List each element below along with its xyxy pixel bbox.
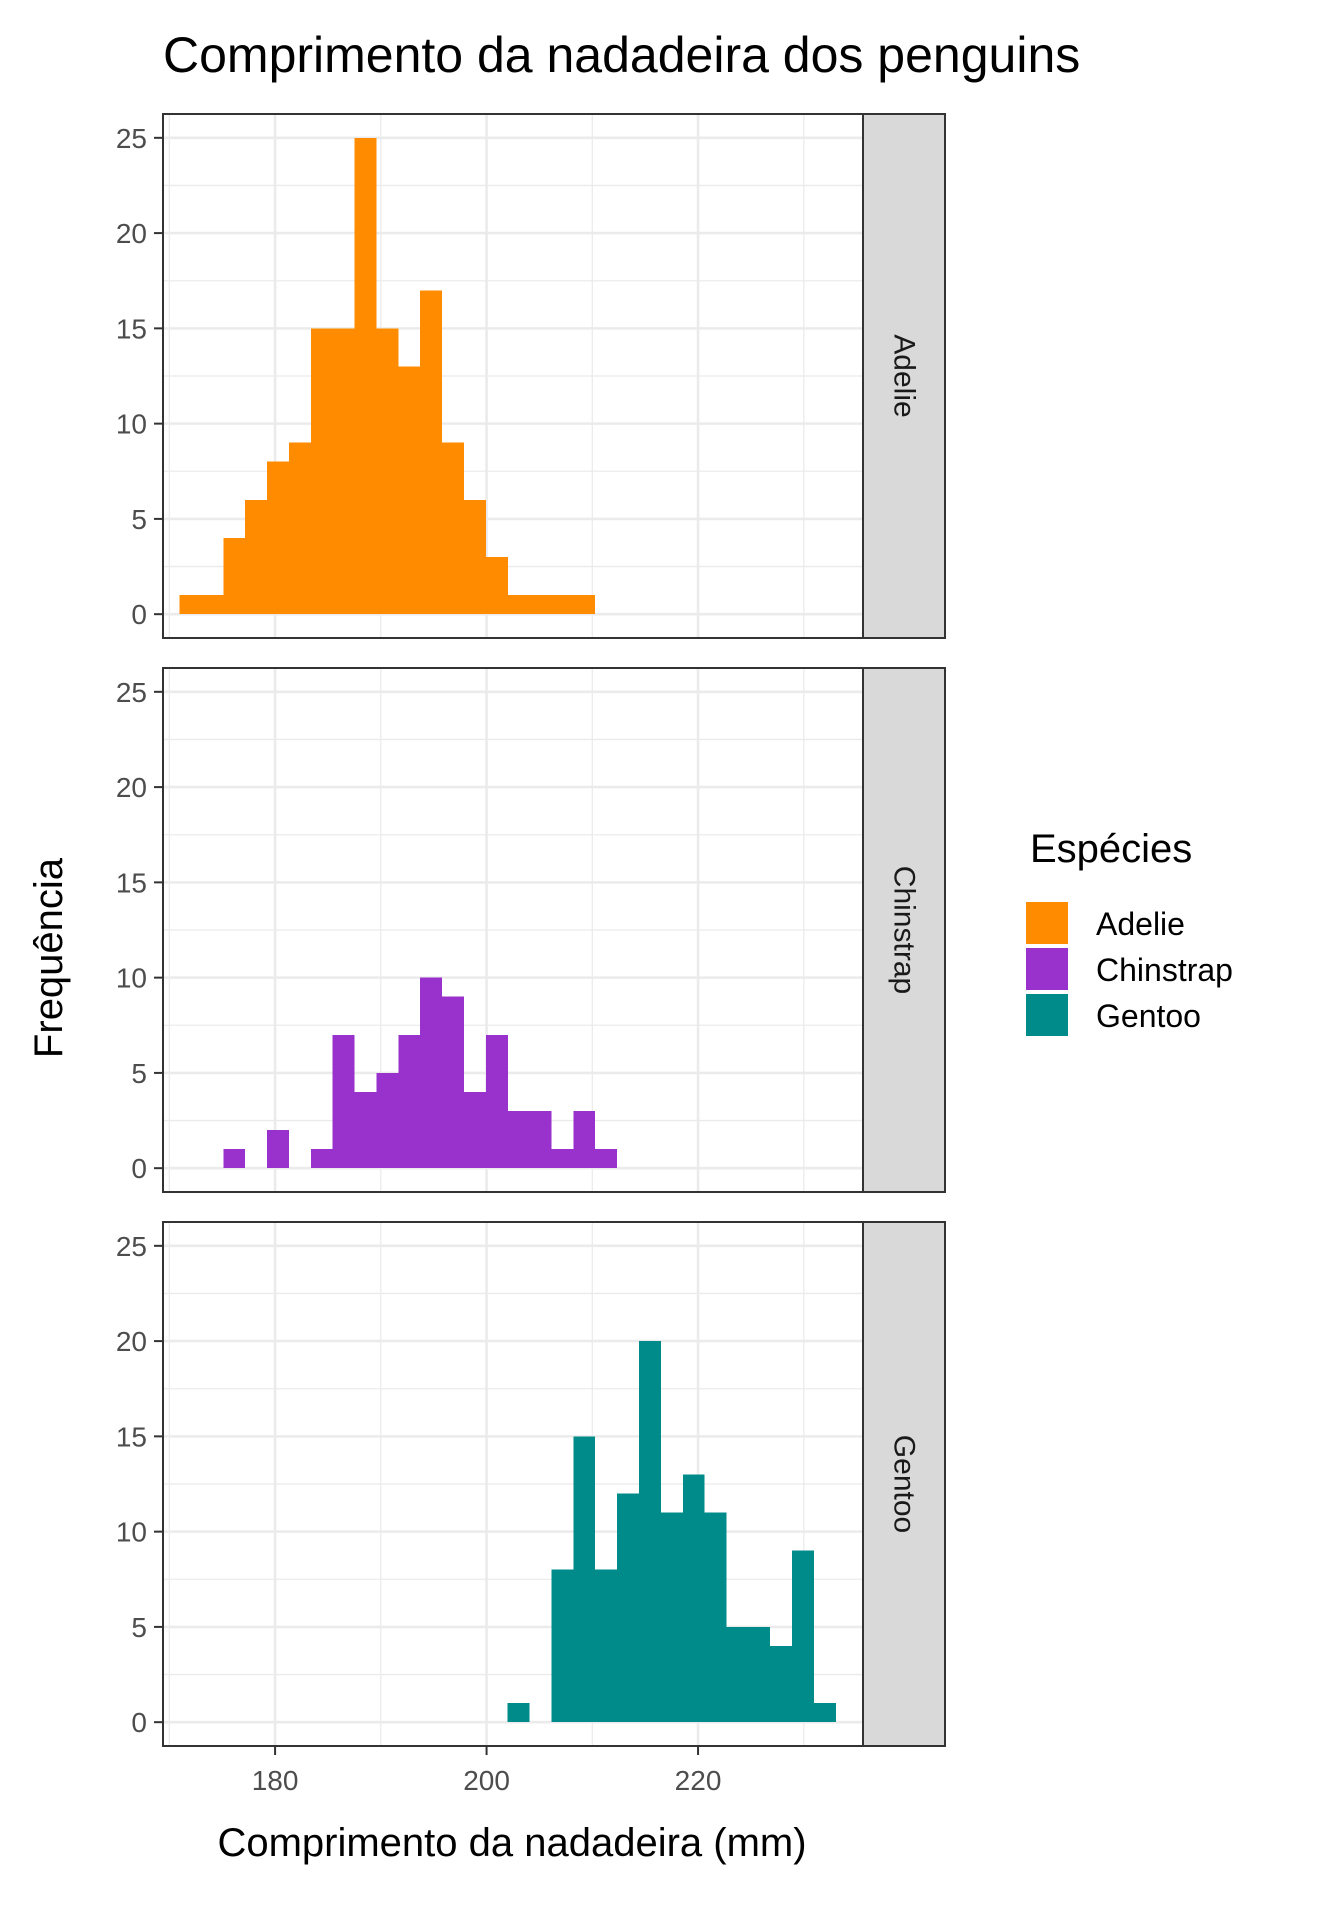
facet-strip-label: Adelie: [888, 334, 921, 417]
legend-swatch: [1026, 902, 1068, 944]
histogram-bar: [310, 328, 333, 615]
histogram-bar: [573, 1111, 596, 1169]
histogram-bar: [595, 1569, 618, 1723]
histogram-bar: [551, 595, 574, 615]
histogram-bar: [420, 977, 443, 1169]
facet-panel-adelie: 0 5 10 15 20 25 Adelie: [116, 113, 946, 639]
legend-swatch: [1026, 994, 1068, 1036]
histogram-bar: [507, 1703, 530, 1723]
legend-label: Adelie: [1096, 906, 1185, 942]
histogram-bar: [551, 1149, 574, 1169]
facet-strip: [862, 1221, 946, 1747]
facet-panel-chinstrap: 0 5 10 15 20 25 Chinstrap: [116, 667, 946, 1193]
histogram-bar: [617, 1493, 639, 1723]
chart-title: Comprimento da nadadeira dos penguins: [163, 27, 1080, 83]
x-tick-label: 220: [675, 1765, 722, 1796]
histogram-bar: [267, 461, 289, 615]
x-axis-title: Comprimento da nadadeira (mm): [217, 1821, 806, 1865]
x-tick-label: 180: [252, 1765, 299, 1796]
histogram-bar: [332, 328, 355, 615]
histogram-bar: [376, 328, 399, 615]
histogram-bar: [354, 1091, 377, 1169]
y-tick-label: 25: [116, 123, 147, 154]
facet-panels: 0 5 10 15 20 25 Adelie 0 5 10 15 20 25 Chinstrap 0 5 10 1…: [116, 113, 946, 1747]
y-tick-label: 15: [116, 867, 147, 898]
y-tick-label: 5: [131, 1058, 147, 1089]
histogram-bar: [442, 442, 464, 615]
histogram-bar: [704, 1512, 727, 1723]
y-tick-label: 5: [131, 504, 147, 535]
legend-label: Chinstrap: [1096, 952, 1233, 988]
legend-item-adelie: Adelie: [1026, 902, 1185, 944]
histogram-bar: [398, 366, 421, 615]
y-tick-label: 10: [116, 963, 147, 994]
histogram-bar: [551, 1569, 574, 1723]
legend-label: Gentoo: [1096, 998, 1201, 1034]
y-axis-title: Frequência: [27, 857, 71, 1058]
histogram-bar: [726, 1626, 749, 1723]
histogram-bar: [376, 1072, 399, 1169]
y-tick-label: 10: [116, 1517, 147, 1548]
histogram-bar: [748, 1626, 771, 1723]
legend-items: Adelie Chinstrap Gentoo: [1026, 902, 1233, 1036]
y-tick-label: 25: [116, 1231, 147, 1262]
y-tick-label: 20: [116, 1326, 147, 1357]
facet-panel-gentoo: 0 5 10 15 20 25 Gentoo: [116, 1221, 946, 1747]
legend-title: Espécies: [1030, 827, 1192, 871]
histogram-bar: [398, 1034, 421, 1169]
histogram-bar: [267, 1130, 289, 1169]
legend-item-gentoo: Gentoo: [1026, 994, 1201, 1036]
y-tick-label: 5: [131, 1612, 147, 1643]
histogram-bar: [223, 537, 246, 615]
histogram-bar: [573, 1436, 596, 1723]
y-tick-label: 0: [131, 1707, 147, 1738]
histogram-bar: [792, 1550, 814, 1723]
y-tick-label: 0: [131, 599, 147, 630]
facet-strip: [862, 113, 946, 639]
histogram-bar: [507, 595, 530, 615]
histogram-bar: [660, 1512, 683, 1723]
x-axis: 180 200 220: [252, 1746, 722, 1796]
facet-strip-label: Gentoo: [888, 1435, 921, 1533]
histogram-bar: [354, 137, 377, 615]
legend-swatch: [1026, 948, 1068, 990]
y-tick-label: 20: [116, 772, 147, 803]
y-tick-label: 0: [131, 1153, 147, 1184]
facet-strip-label: Chinstrap: [888, 866, 921, 994]
histogram-bar: [507, 1111, 530, 1169]
histogram-bar: [245, 499, 268, 615]
histogram-bar: [573, 595, 596, 615]
histogram-bar: [442, 996, 464, 1169]
histogram-bar: [201, 595, 224, 615]
histogram-bar: [485, 1034, 508, 1169]
histogram-bar: [813, 1703, 836, 1723]
y-tick-label: 15: [116, 1421, 147, 1452]
legend-item-chinstrap: Chinstrap: [1026, 948, 1233, 990]
y-tick-label: 10: [116, 409, 147, 440]
histogram-bar: [310, 1149, 333, 1169]
histogram-bar: [529, 595, 552, 615]
y-tick-label: 15: [116, 313, 147, 344]
y-tick-label: 20: [116, 218, 147, 249]
histogram-bar: [288, 442, 311, 615]
histogram-bar: [179, 595, 202, 615]
histogram-bar: [332, 1034, 355, 1169]
facet-strip: [862, 667, 946, 1193]
histogram-bar: [463, 1091, 486, 1169]
histogram-bar: [529, 1111, 552, 1169]
histogram-bar: [463, 499, 486, 615]
histogram-bar: [485, 557, 508, 615]
histogram-bar: [595, 1149, 618, 1169]
x-tick-label: 200: [463, 1765, 510, 1796]
histogram-bar: [638, 1341, 661, 1723]
histogram-bar: [223, 1149, 246, 1169]
legend: Espécies Adelie Chinstrap Gentoo: [1026, 827, 1233, 1036]
histogram-bar: [770, 1645, 793, 1723]
y-tick-label: 25: [116, 677, 147, 708]
histogram-bar: [682, 1474, 705, 1723]
histogram-bar: [420, 290, 443, 615]
